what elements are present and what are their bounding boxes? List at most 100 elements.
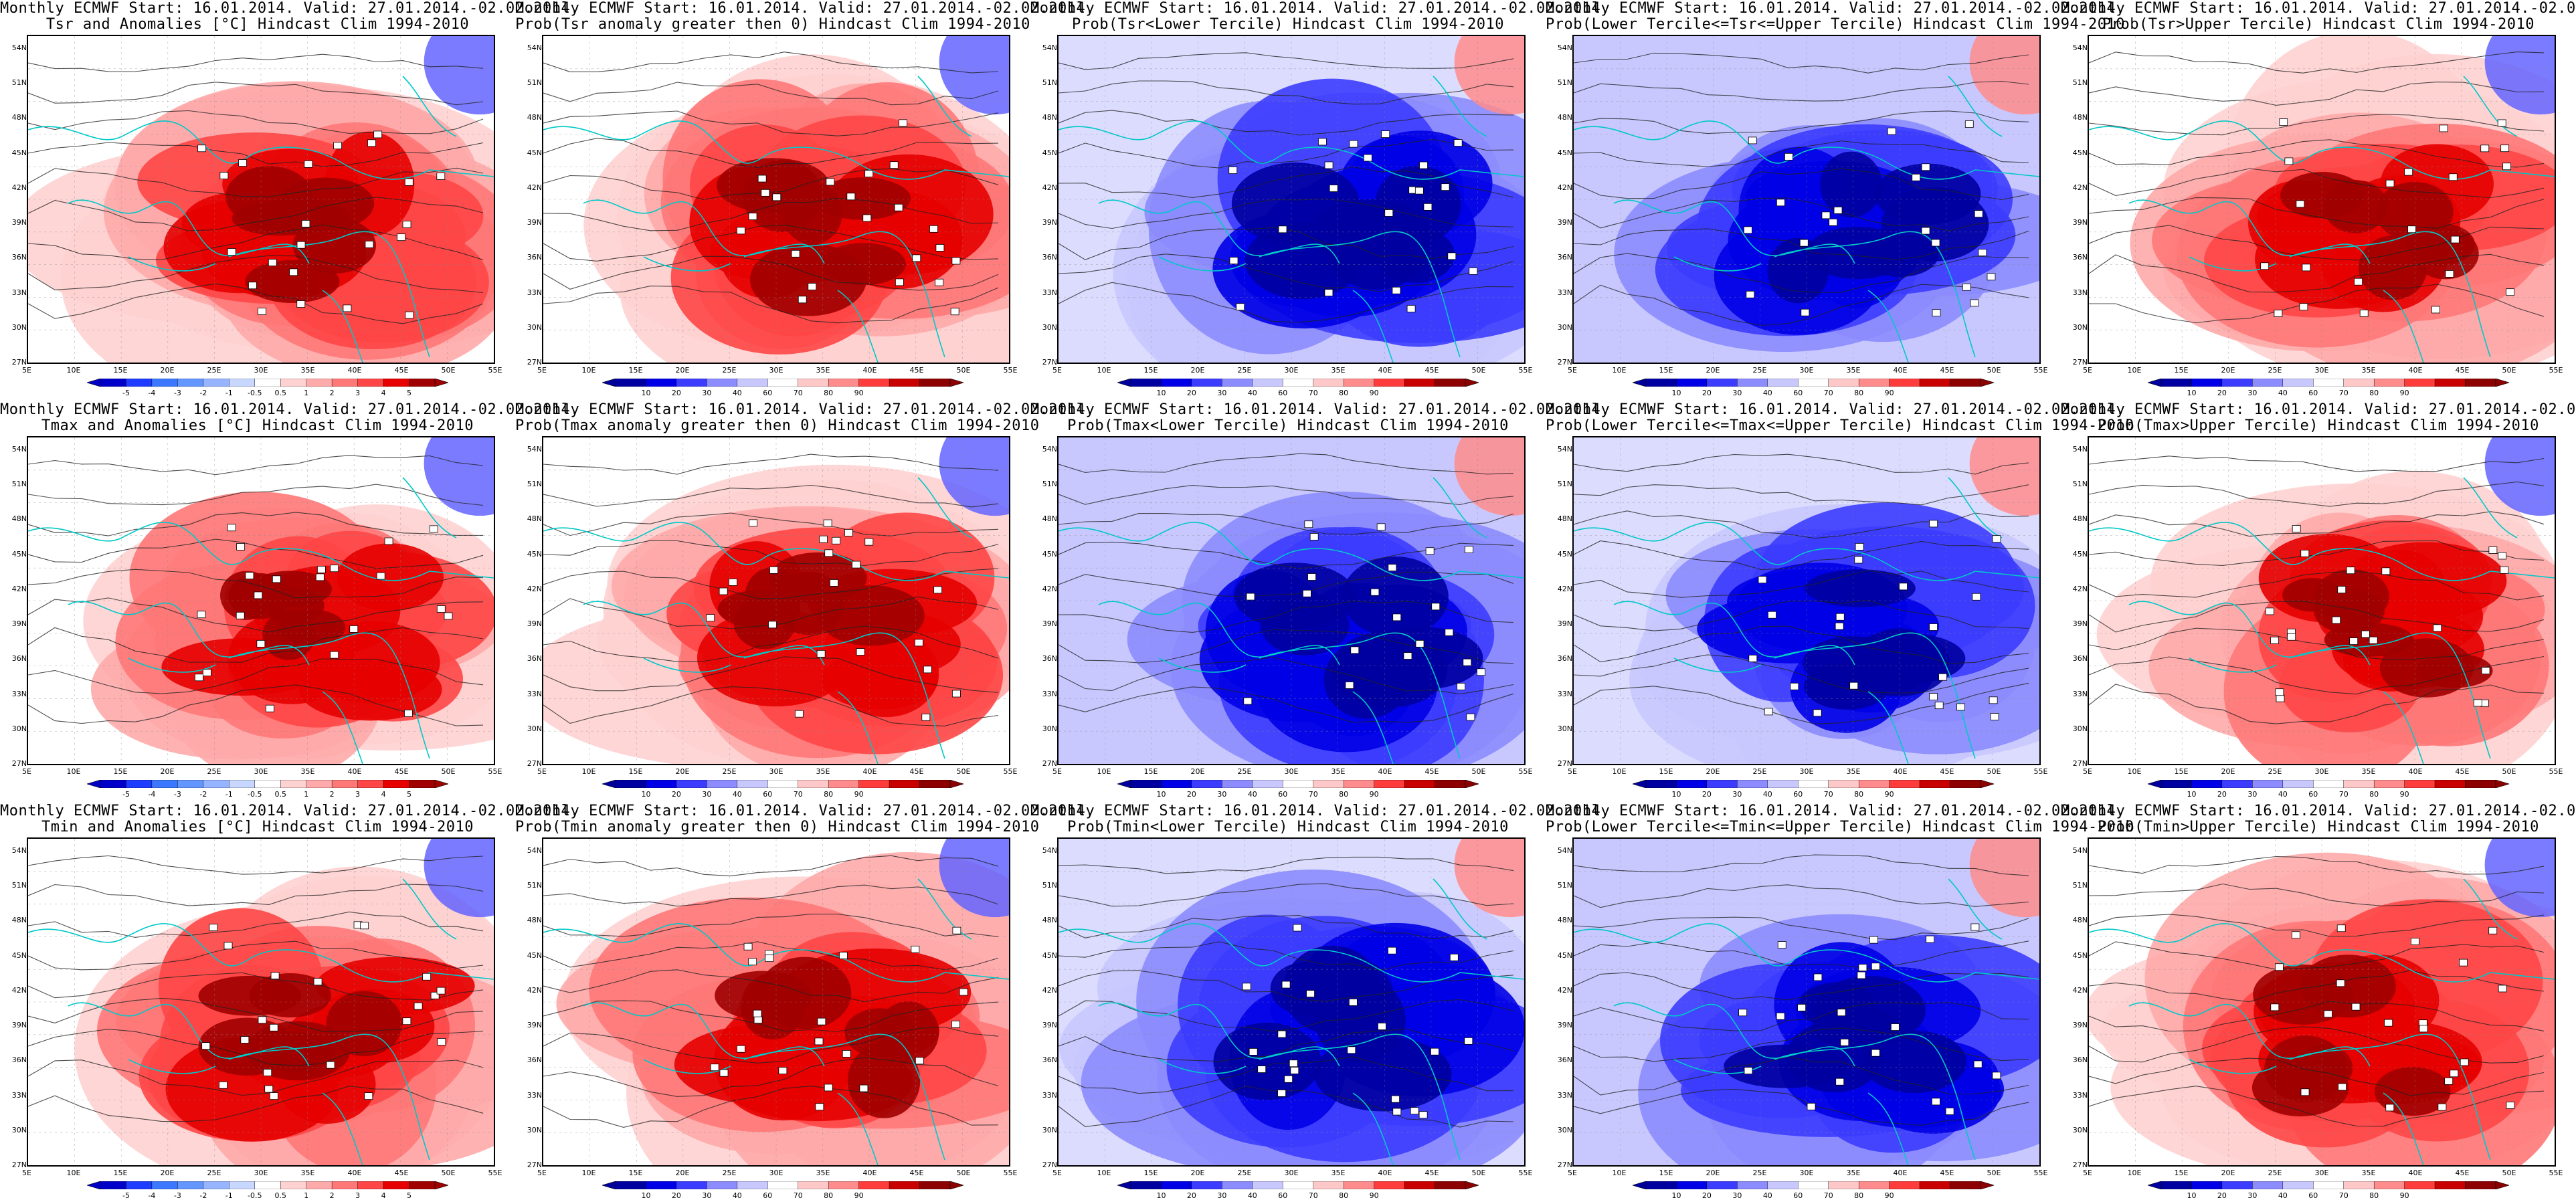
- color-bar-segment: [2160, 379, 2192, 387]
- latitude-label: 30N: [1042, 1125, 1057, 1134]
- color-bar-arrow-high: [434, 780, 448, 788]
- contour-line: [1574, 972, 2029, 1001]
- longitude-label: 15E: [628, 1169, 643, 1177]
- color-bar-segment: [2343, 1181, 2375, 1189]
- color-bar-segment: [1737, 1181, 1768, 1189]
- panel-header: Monthly ECMWF Start: 16.01.2014. Valid: …: [2061, 401, 2576, 418]
- contour-line: [543, 855, 999, 877]
- station-marker: [1987, 273, 1996, 281]
- color-bar-label: 5: [407, 1191, 412, 1200]
- color-bar-segment: [1374, 780, 1405, 788]
- contour-line: [28, 538, 484, 569]
- contour-line: [2089, 197, 2545, 229]
- color-bar-segment: [1645, 780, 1677, 788]
- station-marker: [1837, 1009, 1846, 1017]
- coastline: [128, 256, 216, 272]
- color-bar: [87, 1181, 448, 1189]
- latitude-label: 48N: [527, 113, 542, 122]
- latitude-label: 27N: [527, 759, 542, 768]
- contour-line: [28, 627, 484, 663]
- color-bar-segment: [1435, 1181, 1466, 1189]
- longitude-label: 30E: [1799, 767, 1814, 776]
- station-marker: [1381, 130, 1390, 138]
- latitude-label: 30N: [1557, 1125, 1572, 1134]
- color-bar-segment: [1919, 1181, 1950, 1189]
- latitude-label: 36N: [1557, 253, 1572, 262]
- latitude-label: 39N: [1042, 619, 1057, 629]
- latitude-label: 30N: [527, 1125, 542, 1134]
- latitude-label: 48N: [2072, 916, 2088, 925]
- color-bar-segment: [767, 379, 798, 387]
- color-bar-label: 80: [2369, 790, 2379, 799]
- station-marker: [1990, 712, 1999, 720]
- station-marker: [1419, 161, 1428, 169]
- longitude-label: 40E: [1893, 767, 1908, 776]
- latitude-label: 45N: [527, 950, 542, 960]
- color-bar-label: 60: [763, 389, 773, 397]
- latitude-label: 45N: [1557, 950, 1572, 960]
- panel-header: Monthly ECMWF Start: 16.01.2014. Valid: …: [0, 401, 579, 418]
- coastline: [1158, 1059, 1247, 1074]
- contour-line: [543, 197, 999, 231]
- station-marker: [2433, 624, 2442, 632]
- latitude-label: 54N: [11, 846, 27, 855]
- longitude-label: 30E: [2314, 767, 2329, 776]
- color-bar-segment: [737, 1181, 768, 1189]
- longitude-label: 40E: [1378, 1169, 1392, 1177]
- station-marker: [1871, 1049, 1880, 1057]
- coastline: [837, 290, 879, 363]
- longitude-label: 55E: [1003, 366, 1018, 375]
- latitude-label: 45N: [2072, 950, 2088, 960]
- color-bar-label: 20: [2217, 1191, 2227, 1200]
- color-bar-segment: [2221, 379, 2253, 387]
- longitude-label: 55E: [2549, 1169, 2563, 1177]
- color-bar-label: 90: [1369, 790, 1379, 799]
- color-bar-segment: [1950, 379, 1981, 387]
- map-canvas: [28, 437, 494, 764]
- color-bar-label: 10: [1156, 1191, 1166, 1200]
- color-bar-segment: [2191, 780, 2223, 788]
- longitude-label: 40E: [2408, 1169, 2423, 1177]
- longitude-label: 55E: [1518, 366, 1533, 375]
- color-bar-label: 90: [854, 1191, 864, 1200]
- station-marker: [710, 1064, 719, 1072]
- color-bar-arrow-high: [1465, 1181, 1479, 1189]
- map-panel: Monthly ECMWF Start: 16.01.2014. Valid: …: [1030, 401, 1609, 803]
- color-bar-segment: [229, 379, 255, 387]
- coastline: [837, 691, 879, 764]
- contour-line: [1574, 110, 2029, 134]
- contrast-patch: [2484, 36, 2555, 115]
- latitude-label: 27N: [1042, 1161, 1057, 1169]
- station-marker: [1293, 924, 1302, 932]
- coastline: [1867, 290, 1909, 363]
- color-bar-segment: [1767, 1181, 1799, 1189]
- coastline: [2128, 601, 2371, 666]
- latitude-label: 39N: [11, 619, 27, 629]
- contour-line: [2089, 456, 2545, 472]
- color-bar-segment: [858, 780, 890, 788]
- longitude-label: 5E: [22, 366, 31, 375]
- latitude-label: 33N: [1557, 288, 1572, 297]
- latitude-label: 48N: [2072, 113, 2088, 122]
- map-panel: Monthly ECMWF Start: 16.01.2014. Valid: …: [2061, 0, 2576, 401]
- color-bar-segment: [254, 1181, 281, 1189]
- contour-line: [1574, 228, 2029, 260]
- station-marker: [1324, 289, 1333, 296]
- station-marker: [289, 268, 298, 276]
- coastline: [2463, 477, 2518, 538]
- contour-line: [1574, 140, 2029, 167]
- panel-header: Monthly ECMWF Start: 16.01.2014. Valid: …: [1546, 0, 2125, 17]
- station-marker: [824, 1084, 833, 1092]
- latitude-label: 30N: [11, 322, 27, 332]
- station-marker: [815, 1103, 824, 1111]
- color-bar-label: 60: [2308, 389, 2318, 397]
- station-marker: [1304, 520, 1313, 528]
- color-bar: [1633, 1181, 1994, 1189]
- station-marker: [1307, 573, 1316, 581]
- station-marker: [1349, 140, 1358, 148]
- color-bar-label: 3: [355, 389, 361, 397]
- latitude-label: 27N: [1042, 358, 1057, 367]
- map-panel: Monthly ECMWF Start: 16.01.2014. Valid: …: [2061, 401, 2576, 803]
- longitude-label: 45E: [1424, 767, 1439, 776]
- latitude-label: 54N: [527, 43, 542, 52]
